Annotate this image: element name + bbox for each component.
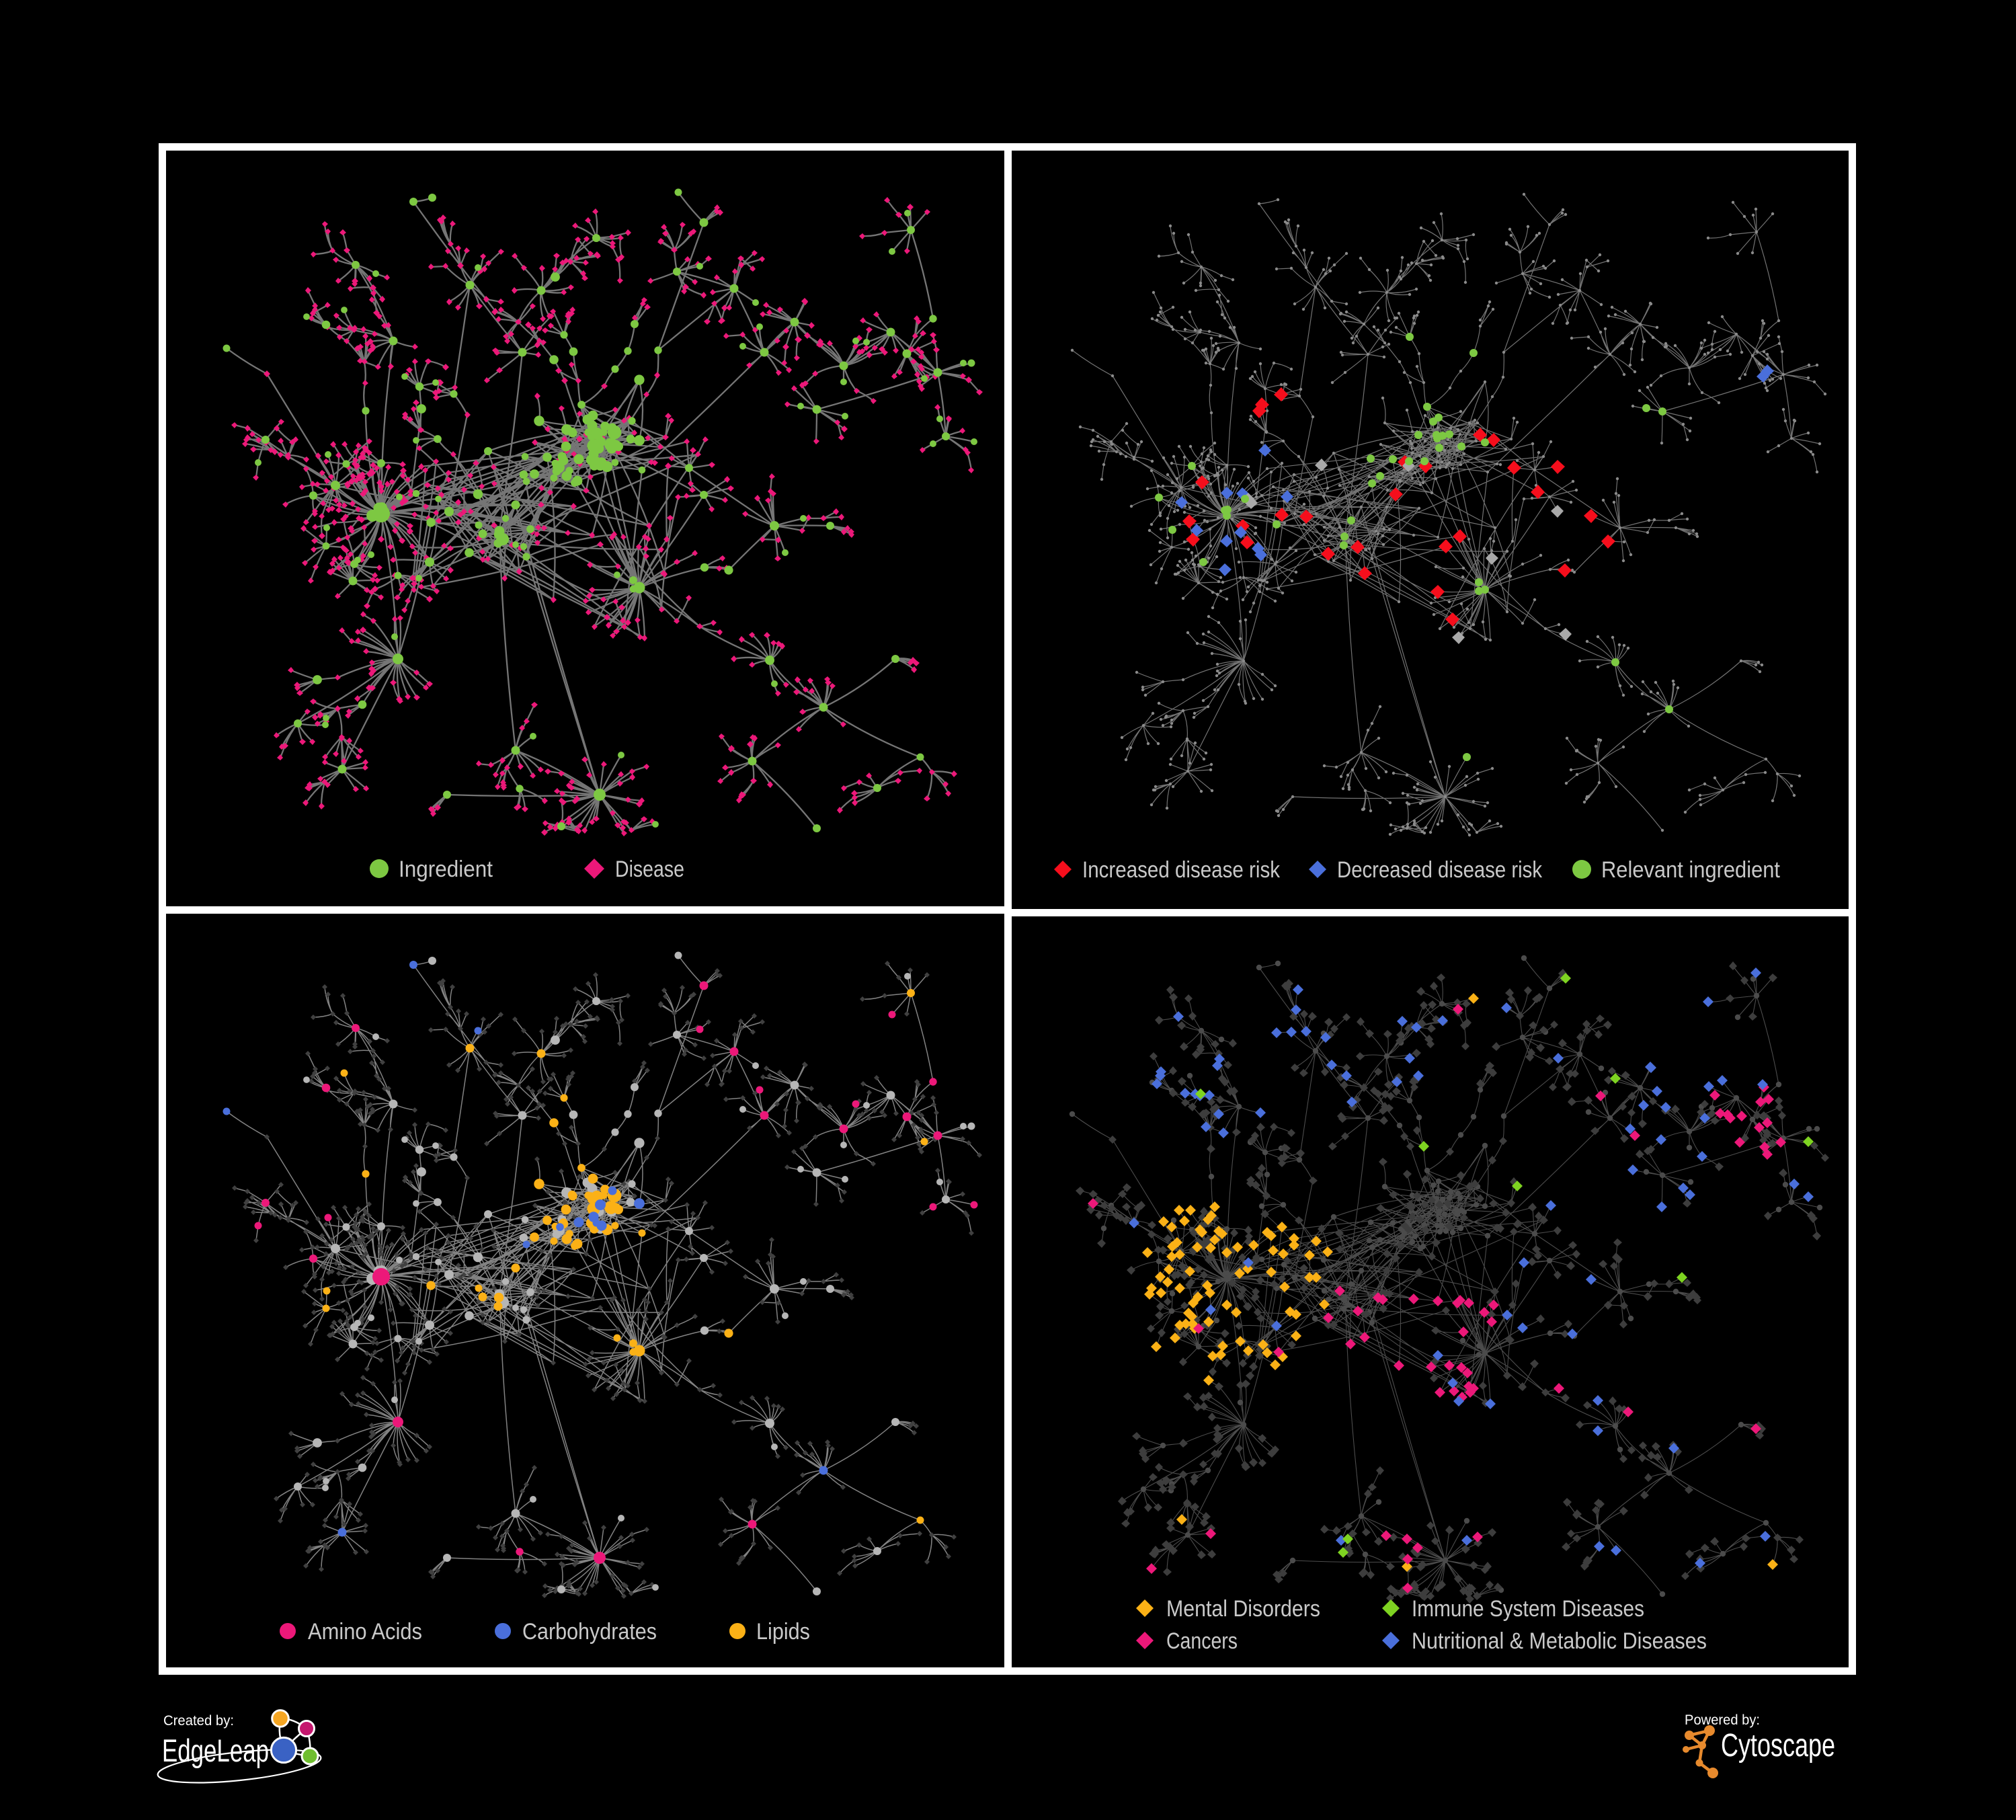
svg-text:Increased disease risk: Increased disease risk [1082,857,1281,883]
svg-text:Cytoscape: Cytoscape [1721,1728,1835,1764]
svg-text:Powered by:: Powered by: [1685,1712,1760,1728]
svg-text:Relevant ingredient: Relevant ingredient [1601,857,1781,883]
svg-text:EdgeLeap: EdgeLeap [162,1733,269,1768]
svg-text:Created by:: Created by: [163,1713,234,1729]
svg-text:Disease: Disease [615,857,684,882]
svg-text:Nutritional & Metabolic Diseas: Nutritional & Metabolic Diseases [1412,1628,1707,1654]
svg-text:Decreased disease risk: Decreased disease risk [1337,857,1543,883]
svg-text:Cancers: Cancers [1166,1628,1238,1654]
svg-text:Mental Disorders: Mental Disorders [1166,1596,1320,1622]
svg-text:Amino Acids: Amino Acids [308,1619,422,1645]
svg-text:Immune System Diseases: Immune System Diseases [1412,1596,1644,1622]
svg-text:Lipids: Lipids [756,1619,810,1645]
svg-text:Carbohydrates: Carbohydrates [522,1619,657,1645]
svg-text:Ingredient: Ingredient [399,857,493,882]
